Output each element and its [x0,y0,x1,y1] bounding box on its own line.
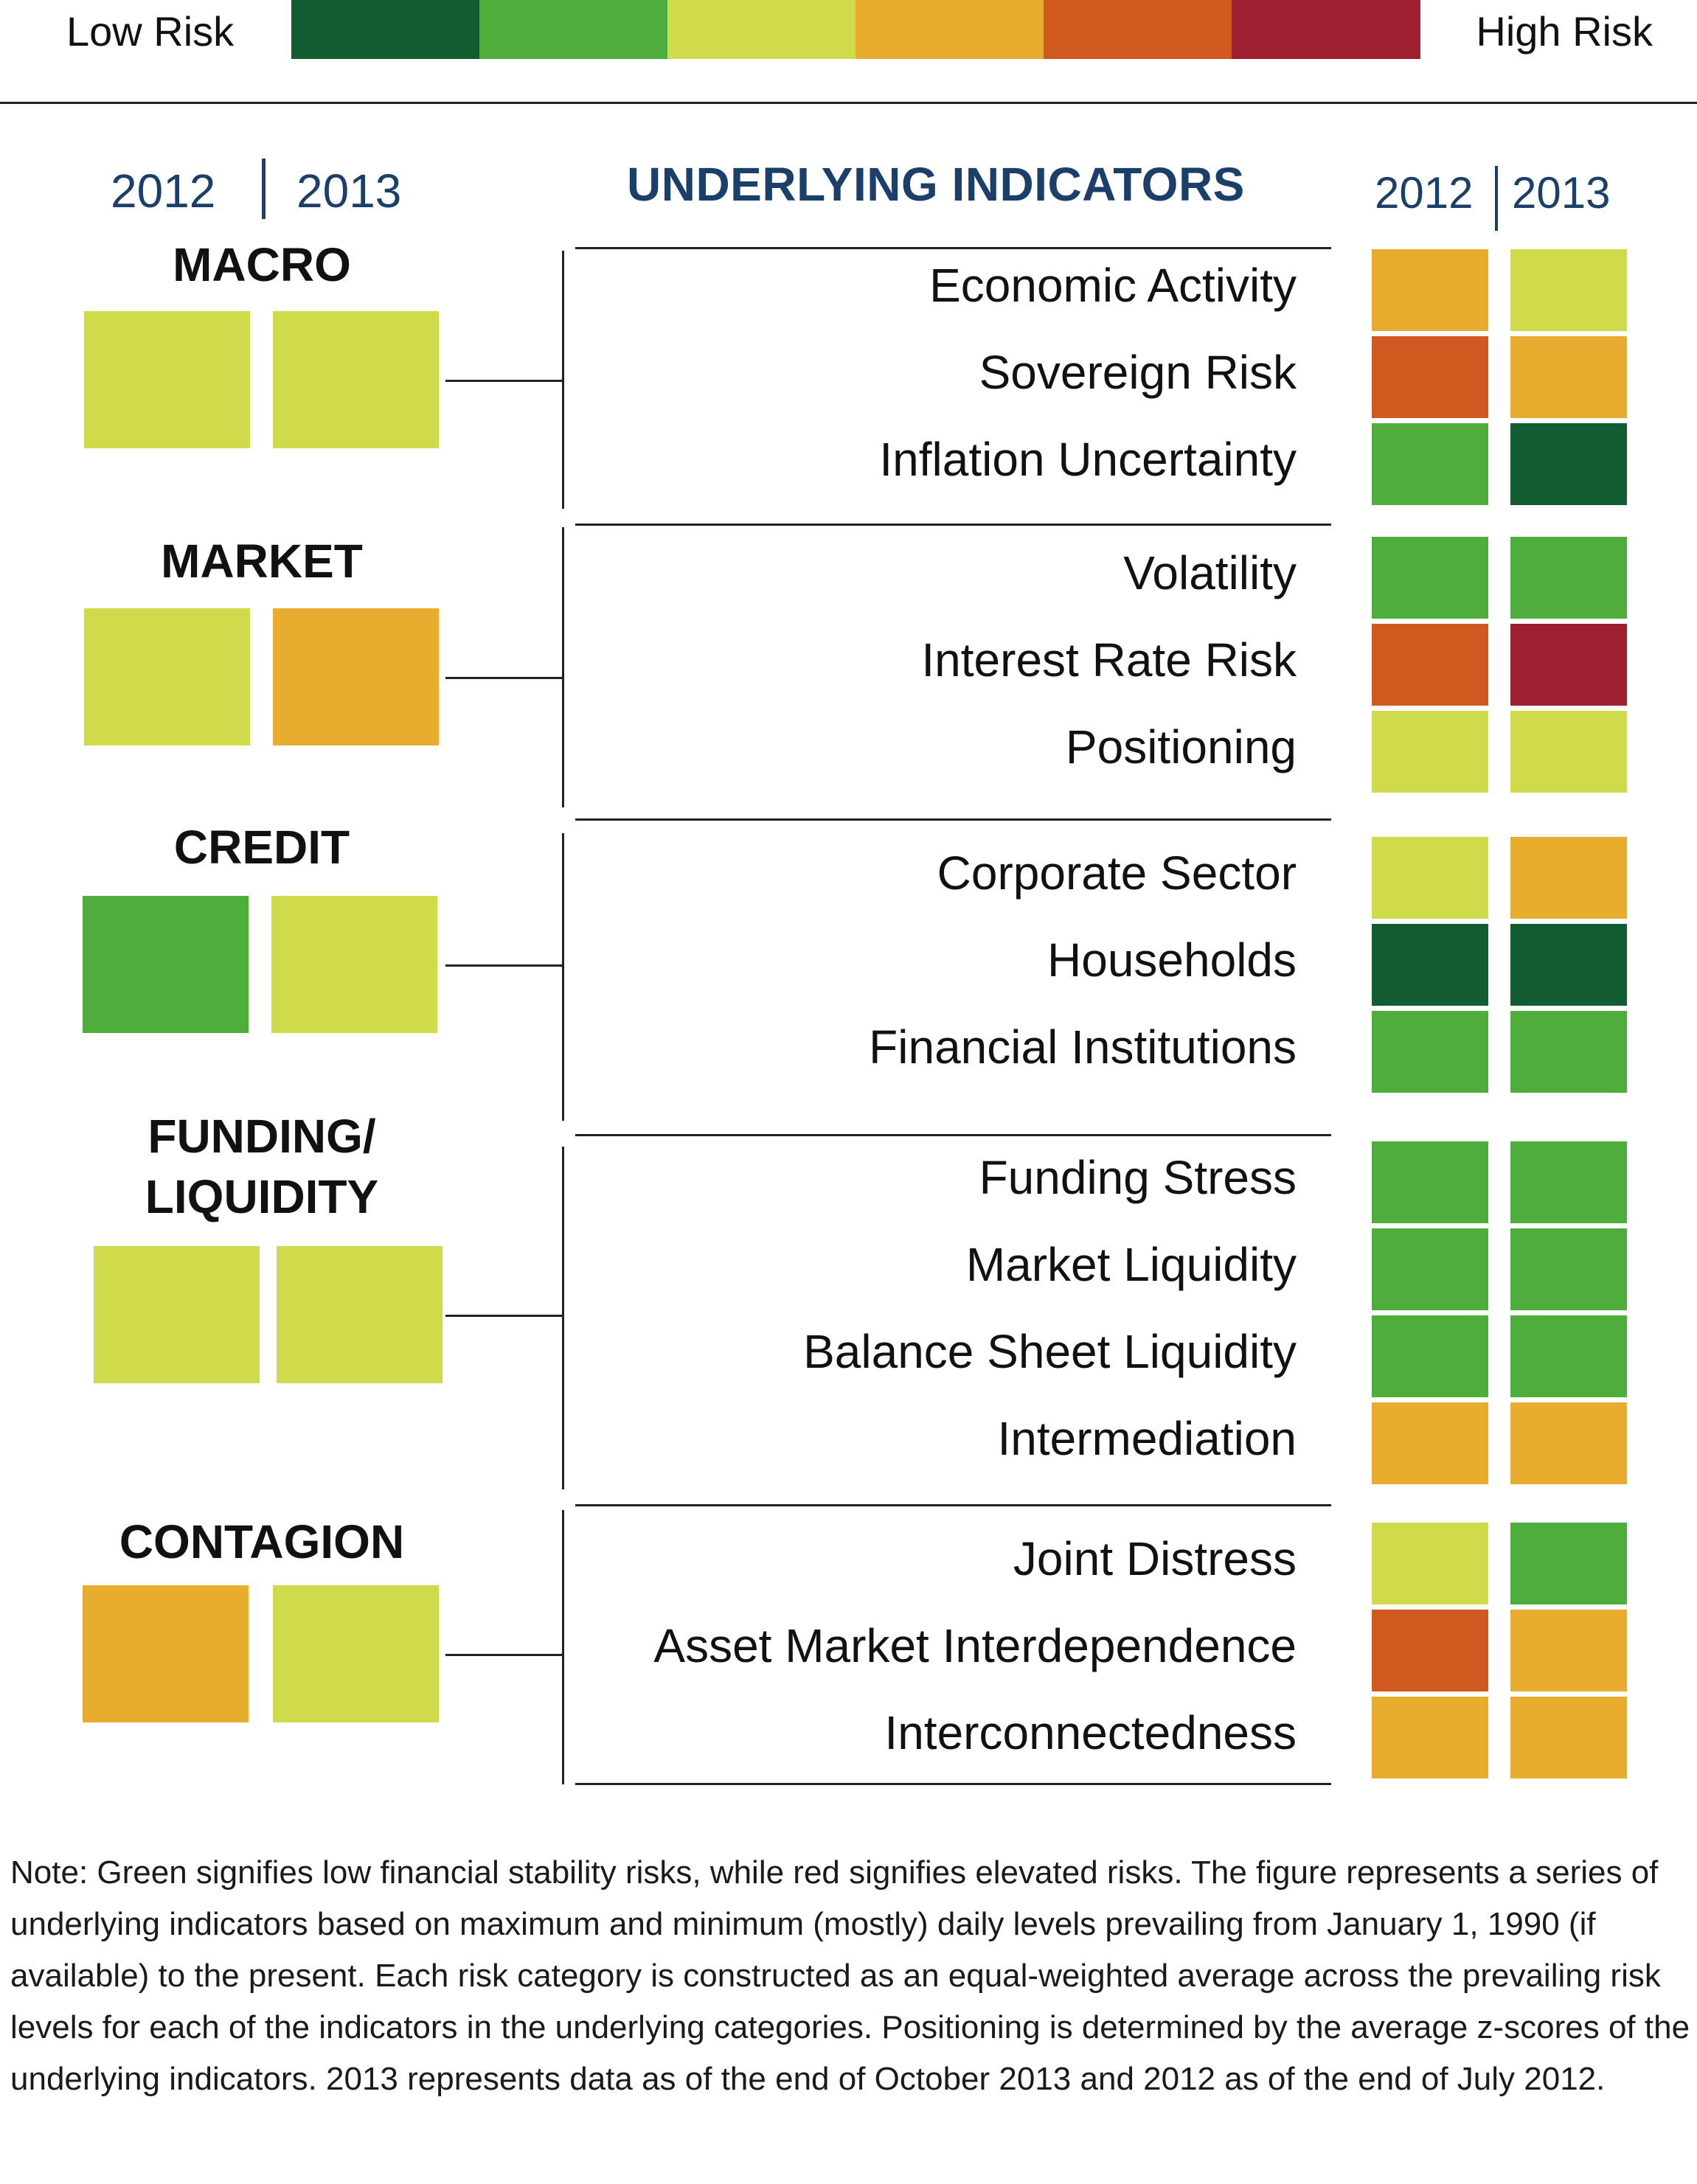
indicator-label: Asset Market Interdependence [653,1619,1297,1672]
indicator-year-separator [1495,166,1498,231]
indicator-2013-cell [1510,1141,1627,1223]
category-macro-2013-cell [273,311,439,448]
indicator-2012-cell [1372,1697,1488,1778]
category-funding-liquidity-2013-cell [277,1246,443,1383]
category-connector-contagion [445,1654,562,1656]
category-label-market: MARKET [161,535,363,588]
category-credit-2013-cell [271,896,437,1033]
section-rule-macro [575,247,1331,249]
indicator-label: Volatility [1123,546,1297,599]
section-rule-credit [575,818,1331,821]
category-bracket-contagion [562,1510,564,1784]
category-connector-macro [445,380,562,382]
indicator-label: Households [1047,933,1297,987]
indicator-2012-cell [1372,924,1488,1006]
indicator-2012-cell [1372,249,1488,331]
footnote: Note: Green signifies low financial stab… [10,1854,1690,2097]
indicator-2013-cell [1510,336,1627,418]
legend-swatch-green [479,0,668,59]
category-funding-liquidity-2012-cell [94,1246,260,1383]
legend-swatch-orange [1044,0,1232,59]
indicator-2012-cell [1372,837,1488,919]
indicator-2012-cell [1372,1228,1488,1310]
indicator-2013-cell [1510,1610,1627,1691]
indicator-label: Market Liquidity [965,1238,1297,1291]
indicator-2012-cell [1372,1610,1488,1691]
section-rule-market [575,524,1331,526]
indicator-label: Interconnectedness [884,1706,1297,1759]
indicator-label: Positioning [1065,720,1297,773]
indicator-2013-cell [1510,1315,1627,1397]
category-connector-credit [445,964,562,967]
indicator-year-2012-header: 2012 [1375,168,1474,218]
indicator-label: Sovereign Risk [979,346,1297,399]
indicator-2012-cell [1372,537,1488,619]
indicator-2012-cell [1372,1141,1488,1223]
category-contagion-2013-cell [273,1585,439,1722]
indicator-label: Interest Rate Risk [921,633,1297,686]
category-bracket-macro [562,251,564,509]
category-connector-market [445,677,562,679]
category-label-funding-liquidity: FUNDING/ [148,1110,376,1163]
indicator-label: Inflation Uncertainty [879,433,1297,486]
legend-swatch-red [1232,0,1420,59]
indicator-label: Balance Sheet Liquidity [803,1325,1297,1378]
legend-swatch-amber [856,0,1044,59]
legend-high-risk-label: High Risk [1476,8,1653,55]
legend-low-risk-label: Low Risk [66,8,235,55]
category-contagion-2012-cell [83,1585,249,1722]
indicator-2013-cell [1510,423,1627,505]
category-bracket-market [562,527,564,807]
indicator-2013-cell [1510,837,1627,919]
category-label-macro: MACRO [173,238,351,291]
category-market-2012-cell [84,608,250,745]
indicator-2012-cell [1372,1011,1488,1093]
indicator-2013-cell [1510,1523,1627,1604]
indicator-label: Economic Activity [929,259,1297,312]
indicator-label: Financial Institutions [869,1020,1297,1074]
category-market-2013-cell [273,608,439,745]
indicator-year-2013-header: 2013 [1512,168,1611,218]
indicator-2012-cell [1372,624,1488,706]
indicator-2013-cell [1510,1228,1627,1310]
indicator-2013-cell [1510,249,1627,331]
category-credit-2012-cell [83,896,249,1033]
indicator-label: Joint Distress [1013,1532,1297,1585]
indicator-2013-cell [1510,711,1627,793]
indicator-label: Corporate Sector [937,846,1297,900]
indicator-2013-cell [1510,924,1627,1006]
indicator-2012-cell [1372,1402,1488,1484]
indicator-2012-cell [1372,711,1488,793]
category-bracket-credit [562,833,564,1121]
indicator-2013-cell [1510,537,1627,619]
category-year-2012-header: 2012 [111,164,216,218]
indicator-label: Funding Stress [979,1151,1297,1204]
underlying-indicators-heading: UNDERLYING INDICATORS [627,158,1245,211]
category-label-funding-liquidity: LIQUIDITY [145,1170,379,1223]
legend-color-scale [291,0,1420,59]
indicator-2012-cell [1372,423,1488,505]
indicator-2012-cell [1372,1315,1488,1397]
indicator-2013-cell [1510,1011,1627,1093]
category-connector-funding-liquidity [445,1315,562,1317]
category-bracket-funding-liquidity [562,1147,564,1489]
top-divider [0,102,1697,104]
indicator-2013-cell [1510,1402,1627,1484]
category-label-contagion: CONTAGION [119,1515,405,1568]
indicator-2013-cell [1510,1697,1627,1778]
category-label-credit: CREDIT [173,821,350,874]
category-year-2013-header: 2013 [296,164,402,218]
legend-swatch-dark-green [291,0,480,59]
legend-swatch-yellow-green [667,0,856,59]
indicator-2012-cell [1372,336,1488,418]
indicator-2012-cell [1372,1523,1488,1604]
category-macro-2012-cell [84,311,250,448]
section-rule-funding-liquidity [575,1134,1331,1136]
category-year-separator [262,159,266,219]
indicator-label: Intermediation [997,1412,1297,1465]
section-rule-contagion [575,1504,1331,1506]
indicator-2013-cell [1510,624,1627,706]
section-rule-bottom [575,1783,1331,1785]
